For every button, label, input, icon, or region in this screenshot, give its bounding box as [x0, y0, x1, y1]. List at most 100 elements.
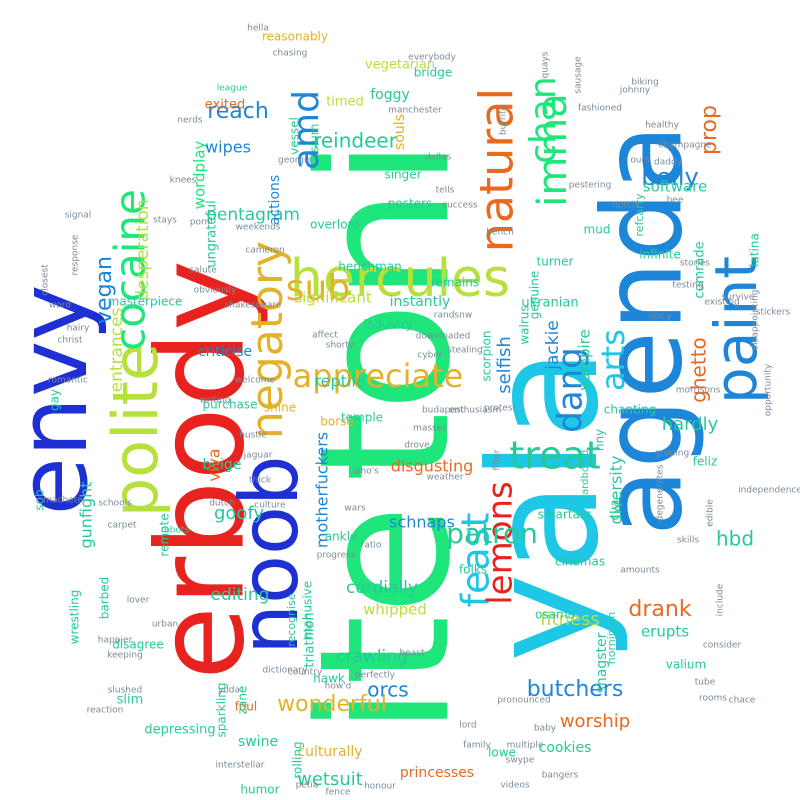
word-honour: honour [364, 782, 396, 792]
word-whipped: whipped [363, 601, 427, 619]
word-depressing: depressing [144, 723, 215, 738]
word-rolling: rolling [291, 741, 305, 778]
word-overlord: overlord [310, 218, 360, 232]
word-beige: beige [203, 457, 242, 473]
word-lemons: lemons [481, 481, 521, 605]
word-carpet: carpet [108, 521, 137, 531]
word-agenda: agenda [578, 124, 706, 536]
word-disagree: disagree [112, 638, 164, 652]
word-swine: swine [238, 734, 278, 750]
word-johnny: johnny [619, 86, 651, 96]
word-valium: valium [666, 658, 706, 672]
word-obviously: obviously [194, 286, 237, 296]
word-exited: exited [205, 98, 245, 113]
word-yoda: yoda [218, 686, 240, 696]
word-dutch: dutch [209, 499, 235, 509]
word-pentagram: pentagram [206, 205, 300, 225]
word-negatory: negatory [242, 241, 293, 439]
word-fashioned: fashioned [578, 104, 622, 114]
word-cocaine: cocaine [106, 189, 155, 351]
word-henchman: henchman [338, 260, 401, 274]
word-dallas: dallas [425, 153, 452, 163]
word-butchers: butchers [527, 677, 624, 702]
word-amd: amd [286, 90, 327, 170]
word-writing: writing [199, 396, 230, 406]
word-vessel: vessel [288, 117, 302, 155]
word-welcome: welcome [235, 376, 276, 386]
word-chace: chace [729, 696, 756, 706]
word-purchase: purchase [202, 398, 257, 412]
word-osama: osama [535, 608, 575, 622]
word-independence: independence [738, 486, 800, 496]
word-zane: zane [236, 686, 250, 715]
word-machete: machete [43, 496, 83, 506]
word-lover: lover [127, 596, 150, 606]
word-closest: closest [41, 264, 51, 296]
word-cyber: cyber [417, 351, 443, 361]
word-nerds: nerds [177, 116, 202, 126]
word-smartass: smartass [538, 508, 593, 522]
word-genuine: genuine [528, 271, 542, 320]
word-survive: survive [722, 293, 755, 303]
word-posters: posters [388, 197, 432, 211]
word-cookies: cookies [539, 740, 592, 756]
word-georgia: georgia [278, 156, 312, 166]
word-slim: slim [117, 693, 144, 708]
word-signal: signal [65, 211, 92, 221]
word-pronounced: pronounced [497, 696, 551, 706]
word-tube: tube [695, 678, 716, 688]
word-salute: salute [189, 266, 217, 276]
word-healthy: healthy [645, 121, 679, 131]
word-robots: robots [161, 526, 190, 536]
word-champagne: champagne [658, 141, 712, 151]
word-hawk: hawk [313, 672, 345, 686]
word-diversity: diversity [607, 455, 626, 524]
word-drank: drank [628, 597, 691, 622]
word-stays: stays [153, 216, 177, 226]
word-wonderful: wonderful [277, 692, 387, 717]
word-disgusting: disgusting [391, 457, 474, 476]
word-randsnw: randsnw [434, 311, 472, 321]
word-shorty: shorty [326, 341, 355, 351]
word-who-s: who's [353, 467, 379, 477]
word-folks: folks [459, 563, 487, 577]
word-goofy: goofy [214, 503, 264, 524]
word-vegan: vegan [92, 256, 117, 324]
word-morrisons: morrisons [676, 386, 721, 396]
word-hardly: hardly [662, 414, 719, 435]
word-criticise: criticise [198, 344, 252, 360]
word-patron: patron [446, 517, 538, 550]
word-masses: masses [413, 424, 447, 434]
word-cya: cya [608, 499, 622, 520]
word-reasonably: reasonably [262, 30, 328, 44]
word-lowe: lowe [488, 746, 516, 760]
word-gunfight: gunfight [77, 481, 96, 548]
word-ghetto: ghetto [687, 337, 711, 403]
word-instantly: instantly [390, 294, 451, 310]
word-treat: treat [509, 434, 600, 478]
word-ite: ite [281, 504, 490, 735]
word-protest: protest [484, 404, 516, 414]
word-remains: remains [431, 276, 479, 290]
word-jaguar: jaguar [243, 451, 273, 461]
word-borse: borse [320, 415, 354, 429]
word-ours: ours [630, 156, 650, 166]
word-turner: turner [537, 255, 574, 269]
word-infinite: infinite [639, 248, 681, 262]
word-paint: paint [702, 256, 770, 404]
word-fitness: fitness [540, 609, 600, 630]
word-erupts: erupts [641, 623, 689, 641]
word-sausage: sausage [574, 56, 584, 94]
word-schnaps: schnaps [389, 513, 455, 532]
word-how-d: how'd [325, 682, 352, 692]
word-bridge: bridge [414, 66, 453, 80]
word-ukranian: ukranian [521, 296, 578, 311]
word-reach: reach [207, 99, 269, 124]
word-rooms: rooms [699, 694, 727, 704]
word-remote: remote [158, 513, 172, 556]
word-arts: arts [594, 329, 632, 391]
word-horniman: horniman [605, 612, 618, 665]
word-weather: weather [427, 473, 464, 483]
word-hbd: hbd [716, 527, 754, 551]
word-wordplay: wordplay [191, 141, 209, 210]
